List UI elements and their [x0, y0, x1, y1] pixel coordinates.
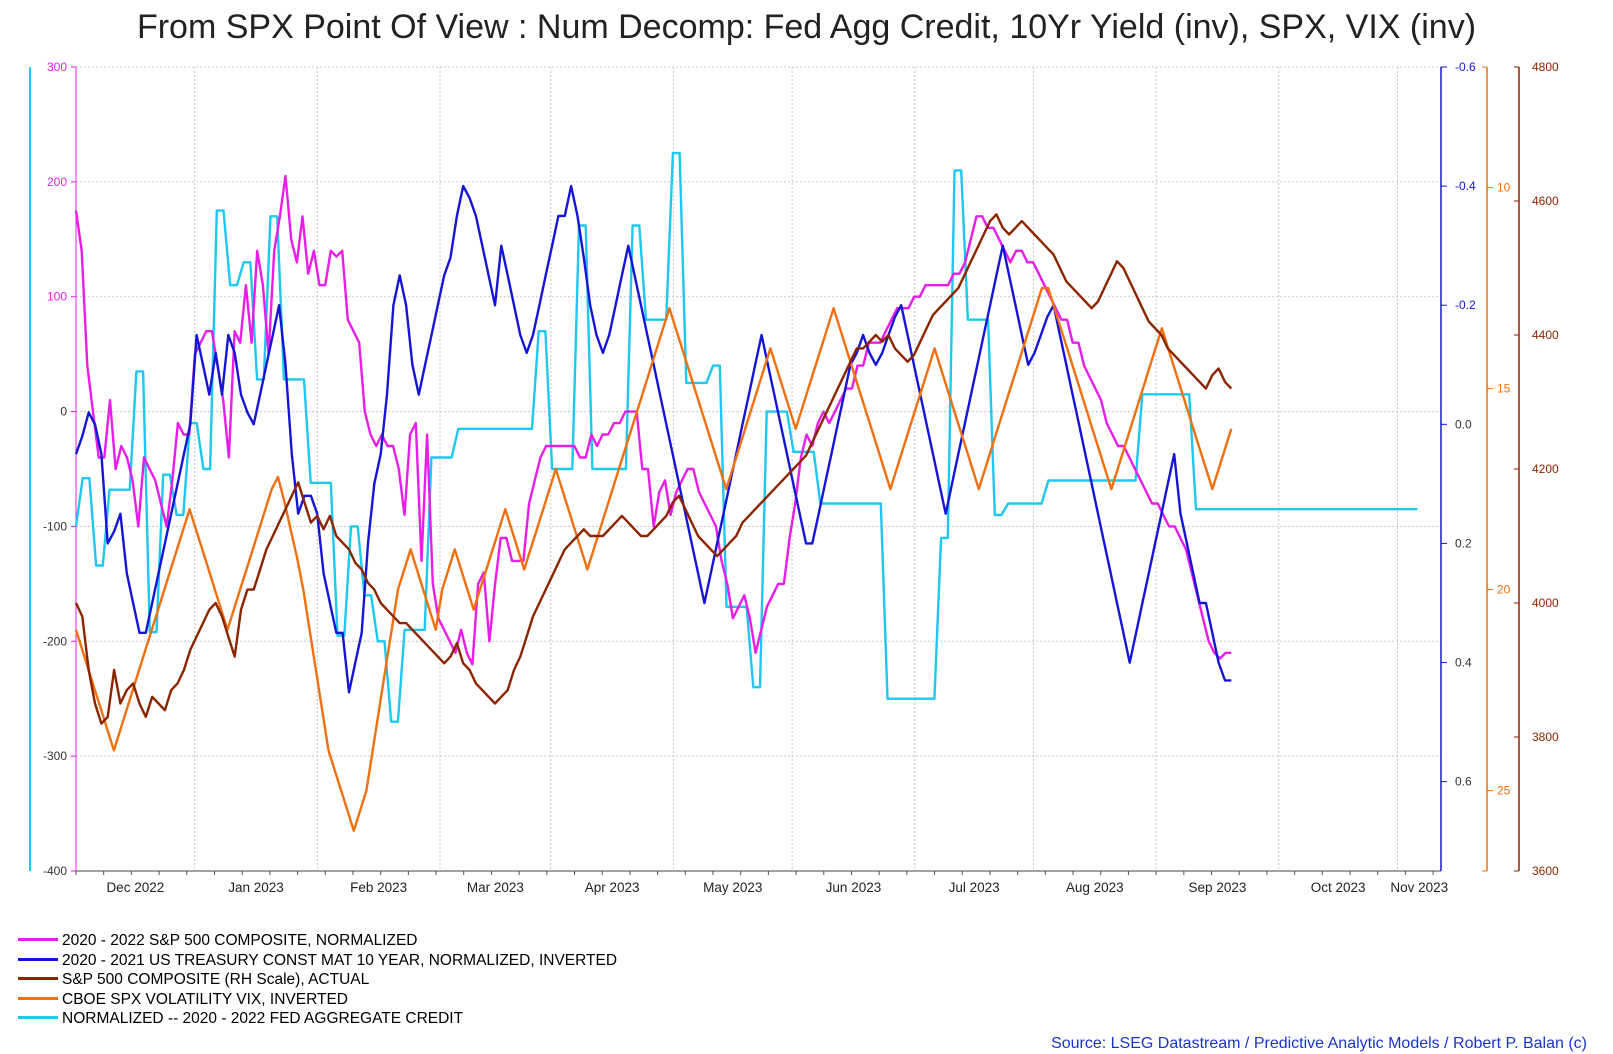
right-spx-tick-label: 3800	[1532, 730, 1559, 744]
right-yield-tick-label: 0.4	[1455, 656, 1472, 670]
axes: Dec 2022 Jan 2023 Feb 2023 Mar 2023 Apr 2023…	[29, 60, 1559, 895]
legend: 2020 - 2022 S&P 500 COMPOSITE, NORMALIZE…	[18, 931, 617, 1029]
legend-swatch	[18, 957, 58, 961]
legend-label: 2020 - 2021 US TREASURY CONST MAT 10 YEA…	[62, 951, 618, 969]
right-spx-tick-label: 4600	[1532, 194, 1559, 208]
series-line-3	[74, 286, 1233, 832]
legend-swatch	[18, 996, 58, 1000]
x-tick-label: Feb 2023	[350, 880, 407, 895]
legend-item-sp500-actual: S&P 500 COMPOSITE (RH Scale), ACTUAL	[18, 970, 617, 990]
right-yield-tick-label: 0.0	[1455, 417, 1472, 431]
right-spx-tick-label: 4200	[1532, 462, 1559, 476]
series-layer	[74, 151, 1418, 832]
legend-item-vix-inverted: CBOE SPX VOLATILITY VIX, INVERTED	[18, 990, 617, 1010]
x-tick-label: Apr 2023	[585, 880, 640, 895]
legend-item-treasury-10y: 2020 - 2021 US TREASURY CONST MAT 10 YEA…	[18, 951, 617, 971]
legend-item-fed-credit: NORMALIZED -- 2020 - 2022 FED AGGREGATE …	[18, 1009, 617, 1029]
series-line-1	[74, 184, 1232, 694]
legend-item-sp500-normalized: 2020 - 2022 S&P 500 COMPOSITE, NORMALIZE…	[18, 931, 617, 951]
left-tick-label: -400	[43, 864, 67, 878]
legend-swatch	[18, 977, 58, 981]
series-line-0	[74, 174, 1232, 666]
right-yield-tick-label: -0.2	[1455, 298, 1476, 312]
right-vix-tick-label: 15	[1497, 382, 1511, 396]
x-tick-label: Jan 2023	[228, 880, 284, 895]
x-tick-label: Mar 2023	[467, 880, 524, 895]
x-tick-label: Aug 2023	[1066, 880, 1124, 895]
right-vix-tick-label: 20	[1497, 583, 1511, 597]
legend-swatch	[18, 938, 58, 942]
right-spx-tick-label: 3600	[1532, 864, 1559, 878]
right-vix-tick-label: 25	[1497, 784, 1511, 798]
right-vix-tick-label: 10	[1497, 181, 1511, 195]
right-yield-tick-label: 0.6	[1455, 775, 1472, 789]
legend-label: CBOE SPX VOLATILITY VIX, INVERTED	[62, 990, 348, 1008]
x-tick-label: Oct 2023	[1311, 880, 1366, 895]
left-tick-label: -200	[43, 634, 67, 648]
series-line-2	[74, 213, 1233, 725]
legend-label: 2020 - 2022 S&P 500 COMPOSITE, NORMALIZE…	[62, 932, 418, 949]
left-tick-label: 200	[47, 175, 67, 189]
left-tick-label: -100	[43, 519, 67, 533]
left-tick-label: 0	[60, 405, 67, 419]
right-yield-tick-label: -0.4	[1455, 179, 1476, 193]
x-tick-label: May 2023	[703, 880, 762, 895]
right-spx-tick-label: 4400	[1532, 328, 1559, 342]
chart-title: From SPX Point Of View : Num Decomp: Fed…	[136, 8, 1477, 46]
left-tick-label: 300	[47, 60, 67, 74]
grid	[75, 66, 1442, 872]
left-tick-label: -300	[43, 749, 67, 763]
x-tick-label: Jun 2023	[826, 880, 882, 895]
right-yield-tick-label: -0.6	[1455, 60, 1476, 74]
source-text: Source: LSEG Datastream / Predictive Ana…	[1051, 1035, 1587, 1052]
x-tick-label: Sep 2023	[1189, 880, 1247, 895]
right-spx-tick-label: 4000	[1532, 596, 1559, 610]
x-tick-label: Nov 2023	[1390, 880, 1448, 895]
legend-label: S&P 500 COMPOSITE (RH Scale), ACTUAL	[62, 971, 370, 988]
right-yield-tick-label: 0.2	[1455, 536, 1472, 550]
right-spx-tick-label: 4800	[1532, 60, 1559, 74]
left-tick-label: 100	[47, 290, 67, 304]
legend-swatch	[18, 1016, 58, 1020]
x-tick-label: Dec 2022	[106, 880, 164, 895]
x-tick-label: Jul 2023	[949, 880, 1000, 895]
legend-label: NORMALIZED -- 2020 - 2022 FED AGGREGATE …	[62, 1010, 464, 1027]
